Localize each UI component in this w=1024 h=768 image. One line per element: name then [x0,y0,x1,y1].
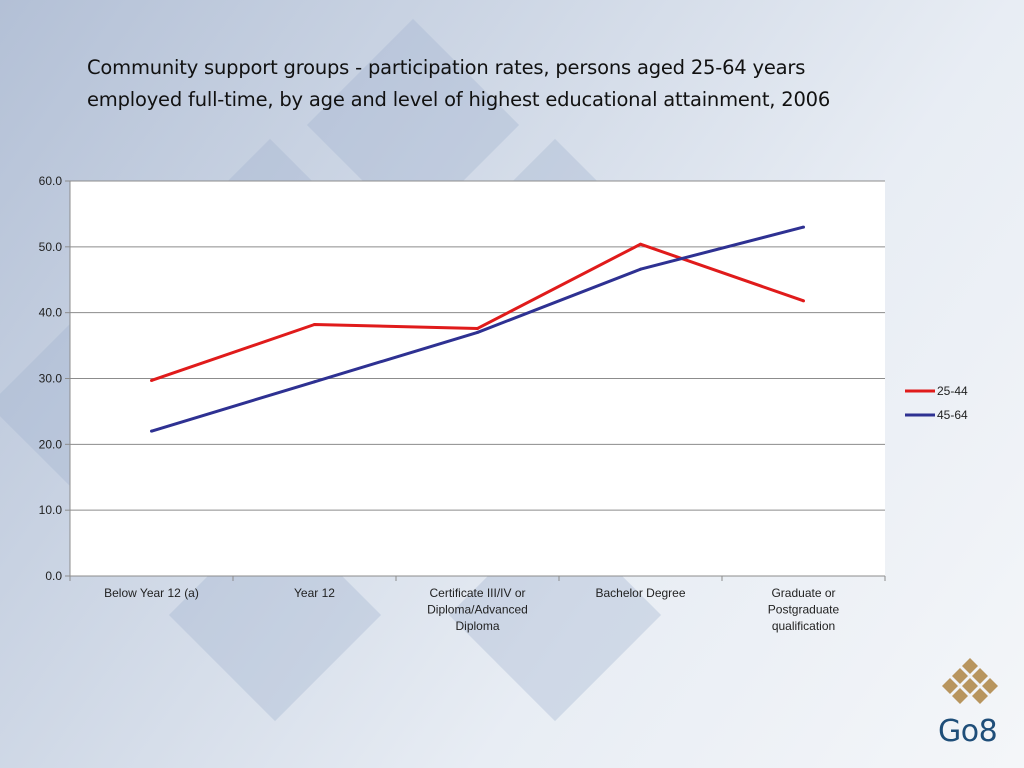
logo-diamond [972,668,988,684]
data-point-45-64 [639,267,642,271]
y-tick-label: 40.0 [39,306,63,320]
data-point-25-44 [639,242,642,246]
slide-title-line-2: employed full-time, by age and level of … [87,88,831,111]
gridlines [70,180,885,511]
x-tick-label: Graduate or Postgraduate qualification [768,586,840,633]
y-tick-label: 0.0 [45,569,62,583]
x-tick-label-line: Graduate or [771,586,835,600]
data-point-45-64 [150,429,153,433]
x-tick-label-line: Below Year 12 (a) [104,586,199,600]
data-point-45-64 [802,225,805,229]
logo-diamond [962,658,978,674]
x-tick-label-line: Postgraduate [768,603,840,617]
data-point-25-44 [476,326,479,330]
y-tick-label: 30.0 [39,372,63,386]
x-tick-label-line: Certificate III/IV or [429,586,525,600]
y-axis: 0.0 10.0 20.0 30.0 40.0 50.0 60.0 [39,174,71,583]
x-tick-label-line: Diploma [455,619,499,633]
y-tick-label: 20.0 [39,437,63,451]
logo-diamond [942,678,958,694]
y-tick-label: 60.0 [39,174,63,188]
series-lines [150,225,805,433]
x-tick-label: Year 12 [294,586,335,600]
y-tick-label: 10.0 [39,503,63,517]
x-tick-label: Certificate III/IV or Diploma/Advanced Dip… [427,586,528,633]
data-point-25-44 [150,378,153,382]
logo-diamond [952,668,968,684]
logo-diamond [982,678,998,694]
slide-title: Community support groups - participation… [87,52,917,116]
x-tick-label-line: qualification [772,619,835,633]
logo-text: Go8 [938,714,998,749]
logo-diamond [972,688,988,704]
legend-label-25-44: 25-44 [937,384,968,398]
legend: 25-44 45-64 [905,384,968,422]
data-point-25-44 [313,323,316,327]
logo-diamond [952,688,968,704]
go8-logo-icon [942,658,998,704]
data-point-45-64 [313,380,316,384]
data-point-25-44 [802,299,805,303]
x-axis: Below Year 12 (a) Year 12 Certificate III/… [69,575,886,633]
x-tick-label: Below Year 12 (a) [104,586,199,600]
x-tick-label-line: Bachelor Degree [595,586,685,600]
x-tick-label: Bachelor Degree [595,586,685,600]
x-tick-label-line: Diploma/Advanced [427,603,528,617]
slide-title-line-1: Community support groups - participation… [87,56,806,79]
logo-diamond [962,678,978,694]
data-point-45-64 [476,330,479,334]
x-tick-label-line: Year 12 [294,586,335,600]
legend-label-45-64: 45-64 [937,408,968,422]
y-tick-label: 50.0 [39,240,63,254]
